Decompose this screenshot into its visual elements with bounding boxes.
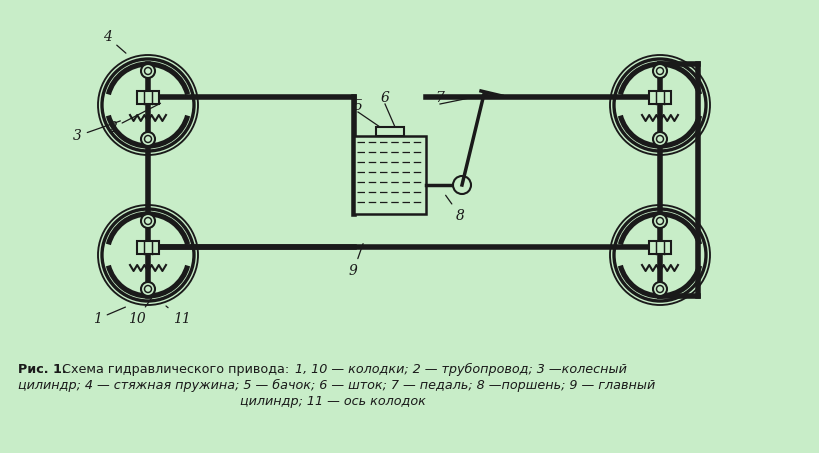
Text: 11: 11	[165, 306, 191, 326]
Text: 7: 7	[435, 91, 444, 105]
Text: 10: 10	[128, 298, 152, 326]
Circle shape	[652, 132, 666, 146]
Bar	[648, 91, 670, 103]
Circle shape	[652, 214, 666, 228]
Circle shape	[656, 67, 663, 74]
Text: 4: 4	[103, 30, 126, 53]
Circle shape	[141, 214, 155, 228]
Text: 2: 2	[108, 103, 161, 135]
Circle shape	[652, 64, 666, 78]
Text: цилиндр; 11 — ось колодок: цилиндр; 11 — ось колодок	[240, 395, 425, 408]
Text: 1: 1	[93, 307, 125, 326]
Bar	[137, 241, 159, 254]
Bar	[648, 241, 670, 254]
Circle shape	[656, 217, 663, 225]
Circle shape	[141, 132, 155, 146]
Circle shape	[144, 217, 152, 225]
Circle shape	[144, 67, 152, 74]
Circle shape	[144, 285, 152, 293]
Circle shape	[144, 135, 152, 143]
Text: 6: 6	[380, 91, 389, 105]
Circle shape	[656, 135, 663, 143]
Text: цилиндр; 4 — стяжная пружина; 5 — бачок; 6 — шток; 7 — педаль; 8 —поршень; 9 — г: цилиндр; 4 — стяжная пружина; 5 — бачок;…	[18, 379, 654, 392]
Text: 5: 5	[353, 99, 362, 113]
Bar	[137, 91, 159, 103]
Bar	[354, 136, 426, 214]
Text: 3: 3	[73, 121, 120, 143]
Text: 9: 9	[349, 244, 363, 278]
Text: 8: 8	[445, 195, 464, 223]
Circle shape	[656, 285, 663, 293]
Bar	[376, 127, 404, 136]
Circle shape	[452, 176, 470, 194]
Text: 1, 10 — колодки; 2 — трубопровод; 3 —колесный: 1, 10 — колодки; 2 — трубопровод; 3 —кол…	[295, 363, 626, 376]
Circle shape	[141, 64, 155, 78]
Text: Рис. 1.: Рис. 1.	[18, 363, 66, 376]
Circle shape	[141, 282, 155, 296]
Circle shape	[652, 282, 666, 296]
Text: Схема гидравлического привода:: Схема гидравлического привода:	[62, 363, 289, 376]
